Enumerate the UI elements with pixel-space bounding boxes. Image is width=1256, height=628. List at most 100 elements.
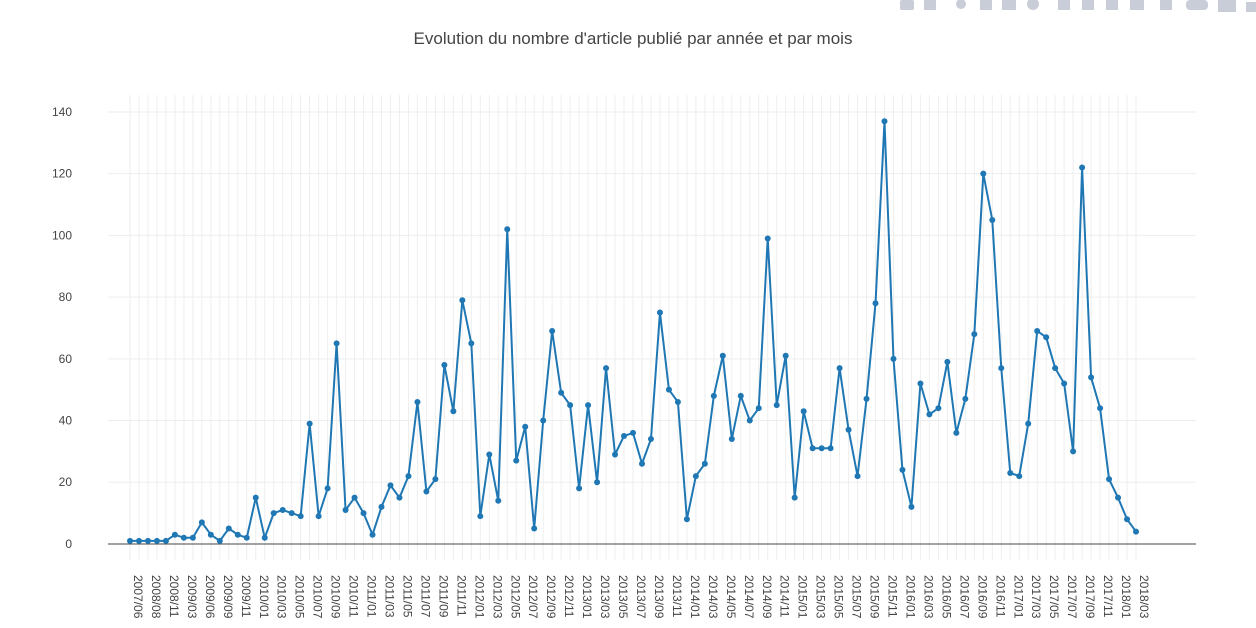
marker [737,392,744,399]
modebar-button[interactable] [1027,0,1039,10]
marker [674,399,681,406]
marker [576,485,583,492]
modebar-button[interactable] [1130,0,1144,10]
x-tick-label: 2009/06 [203,575,217,619]
x-tick-label: 2013/07 [634,575,648,619]
y-tick-label: 140 [52,105,72,119]
marker [630,429,636,436]
marker [1079,164,1086,171]
x-tick-label: 2008/08 [149,575,163,619]
modebar-button[interactable] [900,0,914,10]
x-tick-label: 2013/01 [580,575,594,619]
marker [127,537,133,544]
x-tick-label: 2016/01 [903,575,917,619]
modebar[interactable] [900,0,1256,12]
marker [459,297,466,304]
y-tick-label: 100 [52,228,72,242]
marker [1106,476,1113,483]
modebar-button[interactable] [1106,0,1118,10]
marker [540,417,547,424]
x-tick-label: 2012/09 [544,575,558,619]
x-tick-label: 2015/01 [796,575,810,619]
x-tick-label: 2014/05 [724,575,738,619]
x-tick-label: 2016/03 [921,575,935,619]
marker [504,226,511,233]
modebar-button[interactable] [1002,0,1016,10]
marker [513,457,520,464]
chart-title: Evolution du nombre d'article publié par… [414,29,853,48]
x-tick-label: 2009/03 [185,575,199,619]
y-tick-label: 60 [59,352,73,366]
marker [638,460,645,467]
marker [989,216,996,223]
marker [791,494,798,501]
marker [405,473,412,480]
marker [953,429,960,436]
marker [252,494,259,501]
marker [477,513,484,520]
marker [342,507,349,514]
marker [207,531,214,538]
marker [800,408,807,415]
marker [351,494,358,501]
x-tick-label: 2018/01 [1119,575,1133,619]
modebar-button[interactable] [924,0,936,10]
marker [1115,494,1122,501]
y-tick-label: 80 [59,290,73,304]
x-tick-label: 2010/05 [293,575,307,619]
modebar-button[interactable] [1058,0,1070,10]
marker [225,525,232,532]
modebar-button[interactable] [1082,0,1094,10]
marker [441,361,448,368]
x-tick-label: 2015/07 [850,575,864,619]
marker [432,476,439,483]
x-tick-label: 2007/06 [131,575,145,619]
modebar-button[interactable] [956,0,966,9]
modebar-button[interactable] [980,0,992,10]
modebar-button[interactable] [1246,2,1256,12]
marker [1034,328,1041,335]
x-tick-label: 2011/11 [454,575,468,617]
marker [621,432,628,439]
y-tick-label: 0 [65,537,72,551]
modebar-button[interactable] [1160,0,1172,10]
x-tick-label: 2011/09 [436,575,450,618]
marker [243,534,250,541]
marker [522,423,529,430]
marker [450,408,457,415]
modebar-button[interactable] [1218,0,1236,12]
marker [1052,365,1059,372]
x-tick-label: 2016/05 [939,575,953,619]
x-tick-label: 2017/11 [1101,575,1115,618]
y-tick-label: 20 [59,475,73,489]
marker [908,503,915,510]
marker [549,328,556,335]
marker [1088,374,1095,381]
marker [1007,469,1014,476]
x-tick-label: 2015/11 [886,575,900,618]
marker [162,537,169,544]
marker [917,380,924,387]
x-tick-label: 2013/05 [616,575,630,619]
marker [1043,334,1050,341]
modebar-button[interactable] [1186,0,1208,10]
x-tick-label: 2018/03 [1137,575,1151,619]
marker [594,479,601,486]
marker [755,405,762,412]
x-tick-label: 2009/09 [221,575,235,619]
x-tick-label: 2014/11 [778,575,792,618]
marker [297,513,304,520]
marker [962,395,969,402]
x-tick-label: 2014/09 [760,575,774,619]
x-tick-label: 2017/09 [1083,575,1097,619]
marker [270,510,277,517]
x-tick-label: 2017/07 [1065,575,1079,619]
x-tick-label: 2009/11 [239,575,253,618]
marker [773,402,780,409]
x-tick-label: 2017/05 [1047,575,1061,619]
marker [396,494,403,501]
x-tick-label: 2010/03 [275,575,289,619]
marker [567,402,574,409]
marker [944,358,951,365]
x-tick-label: 2017/03 [1029,575,1043,619]
